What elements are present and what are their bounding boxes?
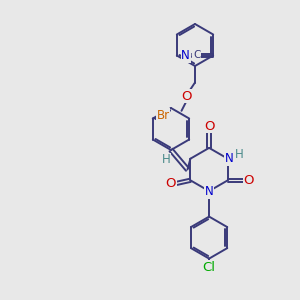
- Text: O: O: [244, 174, 254, 187]
- Text: O: O: [181, 89, 191, 103]
- Text: N: N: [181, 49, 190, 62]
- Text: H: H: [235, 148, 244, 161]
- Text: Br: Br: [157, 109, 170, 122]
- Text: H: H: [162, 153, 171, 166]
- Text: O: O: [204, 120, 214, 133]
- Text: N: N: [205, 185, 214, 198]
- Text: N: N: [225, 152, 233, 165]
- Text: C: C: [193, 50, 200, 60]
- Text: Cl: Cl: [202, 261, 216, 274]
- Text: O: O: [166, 177, 176, 190]
